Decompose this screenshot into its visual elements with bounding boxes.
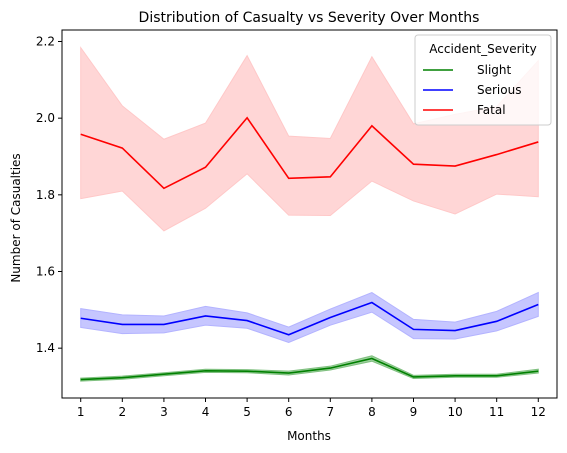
- x-tick-label: 3: [160, 405, 168, 419]
- legend-items: Slight Serious Fatal: [423, 63, 521, 117]
- legend-box: [414, 34, 552, 126]
- y-tick-label: 1.6: [36, 265, 55, 279]
- plot-area-frame: [61, 29, 558, 399]
- fatal-confidence-band: [80, 46, 539, 232]
- x-tick-label: 8: [368, 405, 376, 419]
- y-tick-label: 1.4: [36, 341, 55, 355]
- slight-series-line: [80, 357, 539, 381]
- fatal-series-line: [80, 116, 539, 190]
- x-tick-label: 4: [202, 405, 210, 419]
- legend-label-slight: Slight: [477, 63, 512, 77]
- chart-title: Distribution of Casualty vs Severity Ove…: [139, 10, 480, 26]
- y-tick-label: 2.2: [36, 35, 55, 49]
- legend: Accident_Severity Slight Serious Fatal: [414, 34, 552, 126]
- legend-label-fatal: Fatal: [477, 103, 506, 117]
- serious-confidence-band: [80, 291, 539, 343]
- y-tick-label: 2.0: [36, 111, 55, 125]
- x-tick-label: 2: [118, 405, 126, 419]
- x-tick-label: 12: [531, 405, 546, 419]
- x-tick-label: 10: [447, 405, 462, 419]
- y-axis-label: Number of Casualties: [9, 153, 23, 282]
- x-tick-label: 9: [410, 405, 418, 419]
- legend-title: Accident_Severity: [429, 42, 536, 56]
- series-lines: [80, 116, 539, 381]
- x-tick-label: 7: [326, 405, 334, 419]
- x-tick-label: 5: [243, 405, 251, 419]
- x-tick-label: 6: [285, 405, 293, 419]
- x-tick-label: 1: [77, 405, 85, 419]
- x-axis-ticks: 1 2 3 4 5 6 7 8 9 10 11 12: [77, 398, 546, 419]
- y-tick-label: 1.8: [36, 188, 55, 202]
- x-tick-label: 11: [489, 405, 504, 419]
- legend-label-serious: Serious: [477, 83, 521, 97]
- y-axis-ticks: 1.4 1.6 1.8 2.0 2.2: [36, 35, 62, 355]
- x-axis-label: Months: [287, 429, 331, 443]
- slight-confidence-band: [80, 355, 539, 382]
- serious-series-line: [80, 301, 539, 336]
